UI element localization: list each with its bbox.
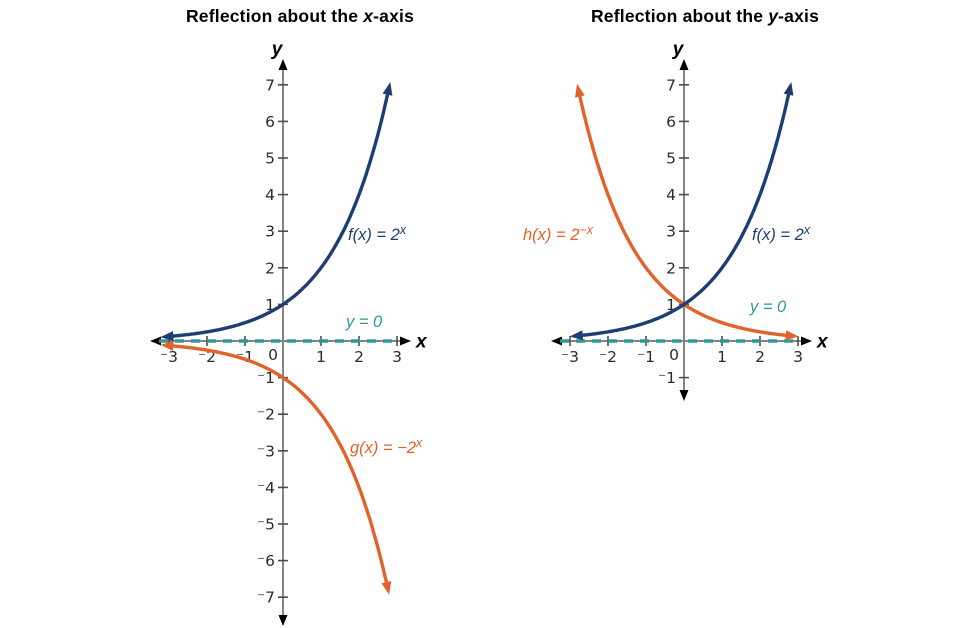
curve-g-label: g(x) = −2x (350, 436, 423, 457)
y-tick-label: 6 (265, 113, 275, 131)
asymptote-label: y = 0 (345, 313, 383, 331)
y-tick-label: 1 (265, 296, 275, 314)
y-tick-label: 3 (666, 223, 676, 241)
y-tick-label: ⁻5 (257, 516, 275, 534)
right-plot: ⁻3 ⁻2 ⁻1 1 2 3 7 6 5 4 3 2 1 ⁻1 0 y x y = 0 h(x) = 2−x f(x)… (523, 39, 829, 401)
origin-label: 0 (669, 346, 679, 364)
y-tick-label: 7 (666, 76, 676, 94)
x-axis-letter: x (816, 332, 829, 353)
y-axis-down-arrow-icon (679, 390, 689, 401)
y-tick-label: 5 (265, 150, 275, 168)
y-axis-letter: y (672, 39, 685, 60)
x-tick-label: ⁻2 (599, 348, 617, 366)
y-tick-label: ⁻1 (257, 369, 275, 387)
right-title-variable: y (768, 6, 779, 26)
curve-h-arrow-icon (785, 330, 799, 341)
x-tick-label: ⁻1 (637, 348, 655, 366)
y-axis-up-arrow-icon (679, 59, 689, 70)
curve-f-label: f(x) = 2x (348, 223, 407, 244)
curve-f-label: f(x) = 2x (752, 223, 811, 244)
y-tick-label: ⁻3 (257, 442, 275, 460)
x-axis-left-arrow-icon (150, 336, 161, 346)
curve-f (574, 86, 792, 338)
x-axis-left-arrow-icon (551, 336, 562, 346)
curve-f-arrow-icon (160, 331, 174, 342)
x-tick-label: 2 (755, 348, 765, 366)
y-tick-label: 4 (265, 186, 275, 204)
y-tick-label: ⁻6 (257, 552, 275, 570)
x-tick-label: 2 (354, 348, 364, 366)
y-tick-label: ⁻1 (658, 369, 676, 387)
curve-f-arrow-icon (382, 82, 393, 96)
y-tick-label: 4 (666, 186, 676, 204)
y-tick-label: ⁻7 (257, 589, 275, 607)
y-tick-label: 5 (666, 150, 676, 168)
y-tick-label: 2 (666, 259, 676, 277)
y-tick-label: ⁻2 (257, 406, 275, 424)
left-plot-title: Reflection about the x-axis (130, 6, 470, 27)
x-tick-label: 1 (717, 348, 727, 366)
x-tick-label: 3 (392, 348, 402, 366)
x-tick-label: ⁻3 (160, 348, 178, 366)
x-axis-right-arrow-icon (400, 336, 411, 346)
curve-g (164, 343, 390, 591)
y-tick-label: 2 (265, 259, 275, 277)
curve-f-arrow-icon (569, 330, 584, 341)
x-axis-right-arrow-icon (801, 336, 812, 346)
curve-h-arrow-icon (574, 83, 585, 98)
asymptote-label: y = 0 (749, 298, 787, 316)
right-title-prefix: Reflection about the (590, 6, 769, 26)
y-tick-label: 3 (265, 223, 275, 241)
left-title-variable: x (363, 6, 374, 26)
origin-label: 0 (268, 346, 278, 364)
y-axis-letter: y (271, 39, 284, 60)
y-tick-label: 1 (666, 296, 676, 314)
curve-g-arrow-icon (381, 581, 392, 595)
x-tick-label: 3 (793, 348, 803, 366)
curve-f (164, 86, 391, 339)
x-axis-letter: x (415, 332, 428, 353)
left-title-prefix: Reflection about the (185, 6, 364, 26)
left-title-suffix: -axis (373, 6, 415, 26)
x-tick-label: 1 (316, 348, 326, 366)
y-axis-down-arrow-icon (278, 615, 288, 626)
curve-f-arrow-icon (783, 82, 794, 96)
y-axis-up-arrow-icon (278, 59, 288, 70)
x-tick-label: ⁻3 (561, 348, 579, 366)
y-tick-label: 7 (265, 76, 275, 94)
curve-h-label: h(x) = 2−x (523, 223, 594, 244)
y-tick-label: 6 (666, 113, 676, 131)
right-plot-title: Reflection about the y-axis (535, 6, 875, 27)
y-tick-label: ⁻4 (257, 479, 275, 497)
right-title-suffix: -axis (778, 6, 820, 26)
curve-g-arrow-icon (160, 340, 174, 351)
